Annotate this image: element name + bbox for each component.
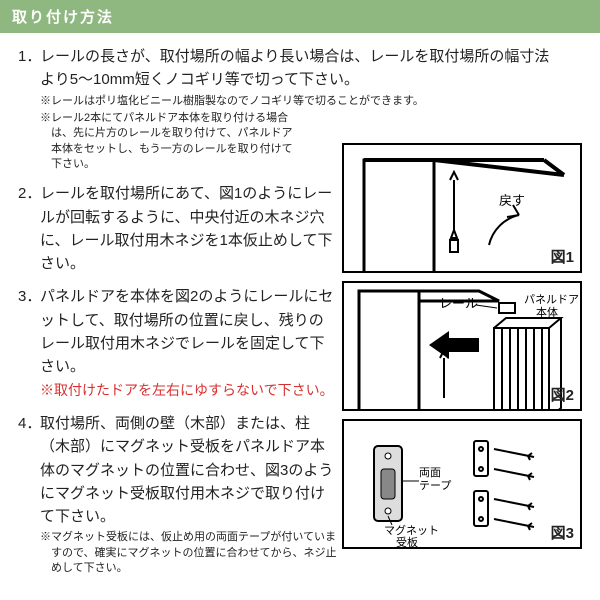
step-text: 取付場所、両側の壁（木部）または、柱（木部）にマグネット受板をパネルドア本体のマ… xyxy=(40,415,333,525)
figure-label: 図1 xyxy=(551,246,574,267)
step-4: 4． 取付場所、両側の壁（木部）または、柱（木部）にマグネット受板をパネルドア本… xyxy=(18,412,338,576)
step-note: ※レール2本にてパネルドア本体を取り付ける場合は、先に片方のレールを取り付けて、… xyxy=(40,111,300,173)
step-body: パネルドアを本体を図2のようにレールにセットして、取付場所の位置に戻し、残りのレ… xyxy=(40,285,338,402)
step-text: パネルドアを本体を図2のようにレールにセットして、取付場所の位置に戻し、残りのレ… xyxy=(40,288,333,375)
svg-text:パネルドア: パネルドア xyxy=(524,293,579,306)
fig3-diagram-icon: 両面 テープ マグネット 受板 xyxy=(344,421,580,547)
step-note: ※レールはポリ塩化ビニール樹脂製なのでノコギリ等で切ることができます。 xyxy=(40,94,558,109)
content-area: 1． レールの長さが、取付場所の幅より長い場合は、レールを取付場所の幅寸法より5… xyxy=(0,33,600,577)
step-text: レールを取付場所にあて、図1のようにレールが回転するように、中央付近の木ネジ穴に… xyxy=(40,185,332,272)
svg-text:戻す: 戻す xyxy=(499,193,525,208)
step-3: 3． パネルドアを本体を図2のようにレールにセットして、取付場所の位置に戻し、残… xyxy=(18,285,338,402)
step-2: 2． レールを取付場所にあて、図1のようにレールが回転するように、中央付近の木ネ… xyxy=(18,182,338,275)
step-body: レールを取付場所にあて、図1のようにレールが回転するように、中央付近の木ネジ穴に… xyxy=(40,182,338,275)
header-title: 取り付け方法 xyxy=(12,9,114,26)
figure-label: 図3 xyxy=(551,522,574,543)
step-number: 1． xyxy=(18,45,40,172)
step-body: 取付場所、両側の壁（木部）または、柱（木部）にマグネット受板をパネルドア本体のマ… xyxy=(40,412,338,576)
svg-text:レール: レール xyxy=(439,296,478,311)
figure-2: レール パネルドア 本体 図2 xyxy=(342,281,582,411)
svg-text:両面: 両面 xyxy=(419,467,441,479)
steps-column: 1． レールの長さが、取付場所の幅より長い場合は、レールを取付場所の幅寸法より5… xyxy=(18,45,338,577)
step-number: 2． xyxy=(18,182,40,275)
step-number: 3． xyxy=(18,285,40,402)
figure-1: 戻す 図1 xyxy=(342,143,582,273)
svg-text:受板: 受板 xyxy=(396,535,418,547)
step-warning: ※取付けたドアを左右にゆすらないで下さい。 xyxy=(40,380,338,402)
svg-text:マグネット: マグネット xyxy=(384,523,439,537)
svg-text:本体: 本体 xyxy=(536,305,558,319)
figure-3: 両面 テープ マグネット 受板 図3 xyxy=(342,419,582,549)
step-text: レールの長さが、取付場所の幅より長い場合は、レールを取付場所の幅寸法より5〜10… xyxy=(40,48,549,88)
fig1-diagram-icon: 戻す xyxy=(344,145,580,271)
fig2-diagram-icon: レール パネルドア 本体 xyxy=(344,283,580,409)
step-number: 4． xyxy=(18,412,40,576)
svg-text:テープ: テープ xyxy=(419,479,451,492)
figures-column: 戻す 図1 レール xyxy=(342,143,582,557)
header-bar: 取り付け方法 xyxy=(0,0,600,33)
figure-label: 図2 xyxy=(551,384,574,405)
step-note: ※マグネット受板には、仮止め用の両面テープが付いていますので、確実にマグネットの… xyxy=(40,530,338,576)
